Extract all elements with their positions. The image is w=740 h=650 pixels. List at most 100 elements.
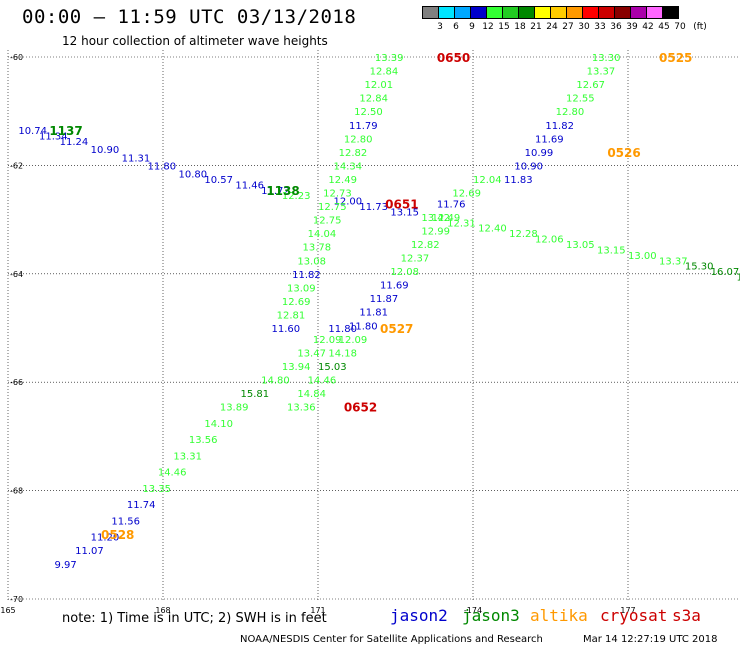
colorbar-label: 27	[562, 22, 574, 32]
wave-height-value: 13.42	[421, 213, 450, 224]
wave-height-value: 14.84	[297, 389, 326, 400]
footer-note: note: 1) Time is in UTC; 2) SWH is in fe…	[62, 611, 327, 626]
wave-height-value: 14.10	[204, 419, 233, 430]
wave-height-value: 12.40	[478, 224, 507, 235]
wave-height-value: 11.82	[292, 270, 321, 281]
wave-height-value: 10.80	[179, 170, 208, 181]
wave-height-value: 13.35	[142, 484, 171, 495]
wave-height-value: 13.09	[287, 283, 316, 294]
wave-height-value: 15.30	[685, 262, 714, 273]
pass-time-label: 0527	[380, 322, 413, 336]
page-title: 00:00 — 11:59 UTC 03/13/2018	[22, 6, 357, 28]
pass-time-label: 0652	[344, 401, 377, 415]
wave-height-value: 10.90	[514, 161, 543, 172]
latitude-tick-label: -66	[10, 378, 23, 387]
longitude-tick-label: 171	[310, 606, 325, 615]
wave-height-value: 12.04	[473, 175, 502, 186]
wave-height-value: 14.46	[308, 375, 337, 386]
wave-height-value: 11.69	[380, 281, 409, 292]
wave-height-value: 13.30	[592, 53, 621, 64]
wave-height-value: 12.82	[339, 148, 368, 159]
wave-height-value: 12.08	[390, 267, 419, 278]
wave-height-value: 13.00	[628, 251, 657, 262]
wave-height-value: 13.05	[566, 240, 595, 251]
colorbar-label: 15	[498, 22, 510, 32]
wave-height-value: 12.69	[452, 189, 481, 200]
latitude-tick-label: -62	[10, 161, 23, 170]
wave-height-value: 11.87	[370, 294, 399, 305]
colorbar-label: 42	[642, 22, 654, 32]
wave-height-value: 11.74	[127, 500, 156, 511]
wave-height-value: 12.49	[328, 175, 357, 186]
latitude-tick-label: -68	[10, 487, 23, 496]
wave-height-value: 10.99	[525, 148, 554, 159]
legend-item-altika: altika	[530, 606, 588, 625]
legend-item-jason3: jason3	[462, 606, 520, 625]
wave-height-value: 11.60	[272, 324, 301, 335]
wave-height-value: 11.31	[122, 153, 151, 164]
colorbar-label: 45	[658, 22, 670, 32]
wave-height-value: 11.73	[359, 202, 388, 213]
wave-height-value: 14.34	[334, 161, 363, 172]
wave-height-value: 13.37	[587, 67, 616, 78]
pass-time-label: 1138	[266, 184, 299, 198]
wave-height-value: 13.36	[287, 403, 316, 414]
wave-height-value: 12.23	[282, 191, 311, 202]
wave-height-value: 11.56	[111, 516, 140, 527]
colorbar-label: 9	[469, 22, 475, 32]
wave-height-value: 13.78	[303, 243, 332, 254]
wave-height-value: 13.31	[173, 451, 202, 462]
pass-time-label: 0528	[101, 528, 134, 542]
wave-height-value: 10.74	[18, 126, 47, 137]
wave-height-value: 11.72	[261, 186, 290, 197]
wave-height-value: 11.80	[328, 324, 357, 335]
latitude-tick-label: -70	[10, 595, 23, 604]
colorbar-label: 30	[578, 22, 590, 32]
wave-height-value: 12.28	[509, 229, 538, 240]
wave-height-value: 14.46	[158, 468, 187, 479]
latitude-tick-label: -60	[10, 53, 23, 62]
wave-height-value: 12.84	[370, 67, 399, 78]
colorbar-label: 33	[594, 22, 606, 32]
legend-item-jason2: jason2	[390, 606, 448, 625]
legend-item-s3a: s3a	[672, 606, 701, 625]
wave-height-value: 16.07	[711, 267, 740, 278]
colorbar-label: 39	[626, 22, 638, 32]
colorbar-label: 24	[546, 22, 558, 32]
wave-height-value: 12.09	[313, 335, 342, 346]
wave-height-value: 13.15	[597, 245, 626, 256]
wave-height-value: 12.67	[576, 80, 605, 91]
wave-height-value: 11.07	[75, 546, 104, 557]
page-subtitle: 12 hour collection of altimeter wave hei…	[62, 34, 328, 48]
wave-height-value: 13.15	[390, 207, 419, 218]
wave-height-value: 12.31	[447, 218, 476, 229]
wave-height-value: 11.82	[545, 121, 574, 132]
wave-height-value: 16.62	[737, 273, 740, 284]
pass-time-labels: 1137113811390650065106520525052605270528	[49, 51, 692, 542]
colorbar-label: 36	[610, 22, 622, 32]
wave-height-value: 12.75	[313, 216, 342, 227]
wave-height-value: 13.08	[297, 256, 326, 267]
wave-height-value: 14.04	[308, 229, 337, 240]
colorbar-label: 12	[482, 22, 494, 32]
wave-height-value: 11.69	[535, 134, 564, 145]
colorbar	[422, 6, 679, 19]
wave-height-value: 9.97	[55, 560, 77, 571]
pass-time-label: 0651	[385, 197, 418, 211]
colorbar-label: 6	[453, 22, 459, 32]
wave-height-value: 14.18	[328, 348, 357, 359]
wave-height-value: 11.79	[349, 121, 378, 132]
wave-height-value: 13.39	[375, 53, 404, 64]
wave-height-value: 12.37	[401, 254, 430, 265]
wave-height-value: 11.34	[39, 132, 68, 143]
wave-height-value: 12.55	[566, 94, 595, 105]
wave-height-points: 10.7411.3411.2410.9011.3111.8010.8010.57…	[18, 53, 740, 571]
wave-height-value: 15.81	[241, 389, 270, 400]
wave-height-value: 11.24	[60, 137, 89, 148]
footer-timestamp: Mar 14 12:27:19 UTC 2018	[583, 634, 718, 645]
colorbar-label: 18	[514, 22, 526, 32]
wave-height-value: 12.01	[365, 80, 394, 91]
pass-time-label: 0650	[437, 51, 470, 65]
wave-height-value: 12.09	[339, 335, 368, 346]
